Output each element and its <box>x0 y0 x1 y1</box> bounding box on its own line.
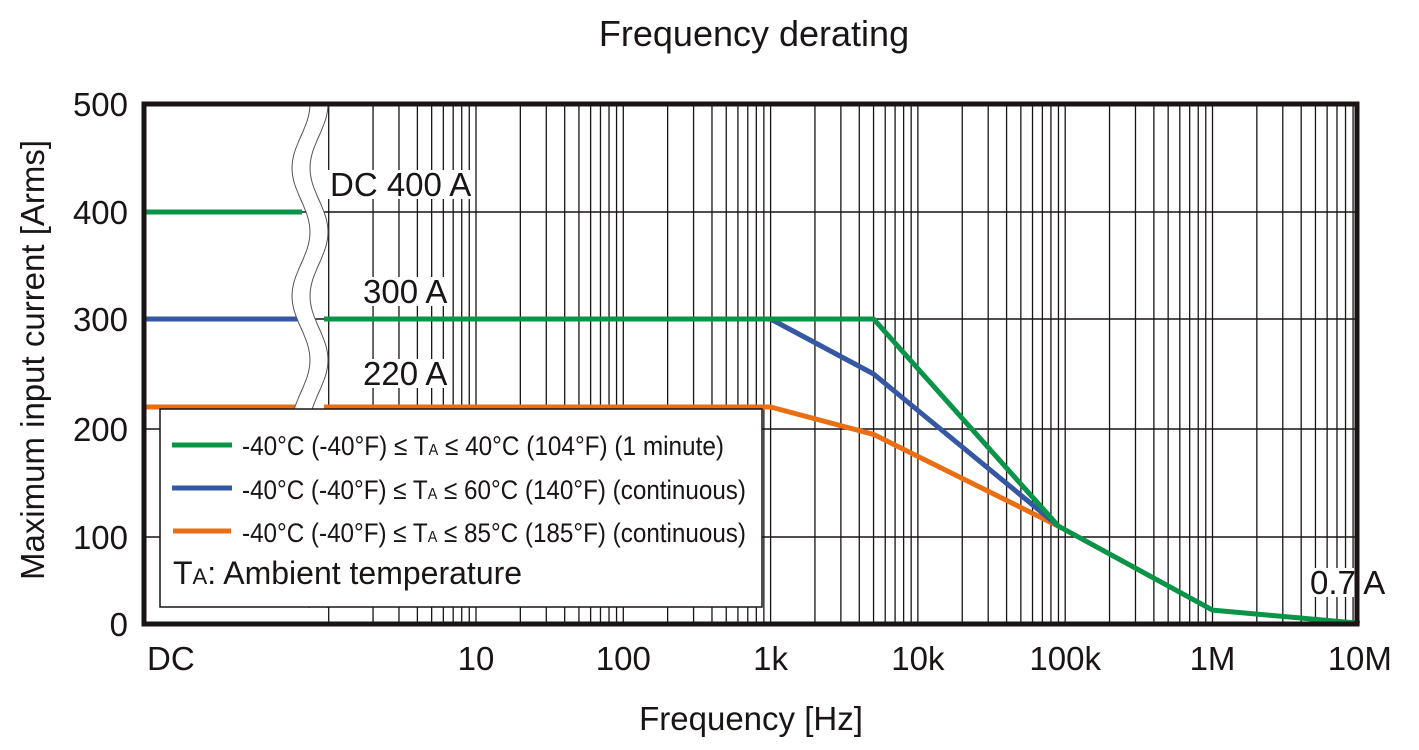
y-tick-labels: 0 100 200 300 400 500 <box>73 86 128 643</box>
y-axis-label: Maximum input current [Arms] <box>14 140 51 580</box>
x-tick-label: 100 <box>596 640 651 677</box>
series-line-2 <box>324 404 1060 529</box>
annotations: DC 400 A 300 A 220 A 0.7 A <box>327 166 1389 601</box>
x-tick-label: 10 <box>458 640 495 677</box>
y-tick-label: 100 <box>73 519 128 556</box>
series-line-0 <box>324 316 1361 626</box>
annotation-300a: 300 A <box>363 273 447 310</box>
plot-frame <box>141 101 1360 627</box>
dc-segments <box>144 209 302 410</box>
series-lines <box>324 316 1361 626</box>
x-tick-label: 100k <box>1029 640 1101 677</box>
x-tick-label: DC <box>147 640 195 677</box>
x-axis-label: Frequency [Hz] <box>639 700 863 737</box>
x-tick-label: 10k <box>891 640 945 677</box>
legend-box <box>159 408 763 608</box>
legend-note-ambient-temperature: TA: Ambient temperature <box>173 555 522 591</box>
legend-entry-60c-continuous: -40°C (-40°F) ≤ TA ≤ 60°C (140°F) (conti… <box>242 475 746 505</box>
y-tick-label: 0 <box>110 606 128 643</box>
legend-entry-40c-1-minute: -40°C (-40°F) ≤ TA ≤ 40°C (104°F) (1 min… <box>242 431 724 461</box>
annotation-0-7a: 0.7 A <box>1310 564 1385 601</box>
y-tick-label: 400 <box>73 194 128 231</box>
chart-title: Frequency derating <box>599 13 909 54</box>
annotation-220a: 220 A <box>363 355 447 392</box>
annotation-dc-400a: DC 400 A <box>330 166 471 203</box>
x-tick-labels: DC 10 100 1k 10k 100k 1M 10M <box>147 640 1392 677</box>
legend: -40°C (-40°F) ≤ TA ≤ 40°C (104°F) (1 min… <box>159 408 763 608</box>
y-tick-label: 500 <box>73 86 128 123</box>
x-tick-label: 10M <box>1328 640 1392 677</box>
y-tick-label: 200 <box>73 411 128 448</box>
x-tick-label: 1k <box>753 640 788 677</box>
legend-entry-85c-continuous: -40°C (-40°F) ≤ TA ≤ 85°C (185°F) (conti… <box>242 518 746 548</box>
x-tick-label: 1M <box>1190 640 1236 677</box>
y-tick-label: 300 <box>73 301 128 338</box>
